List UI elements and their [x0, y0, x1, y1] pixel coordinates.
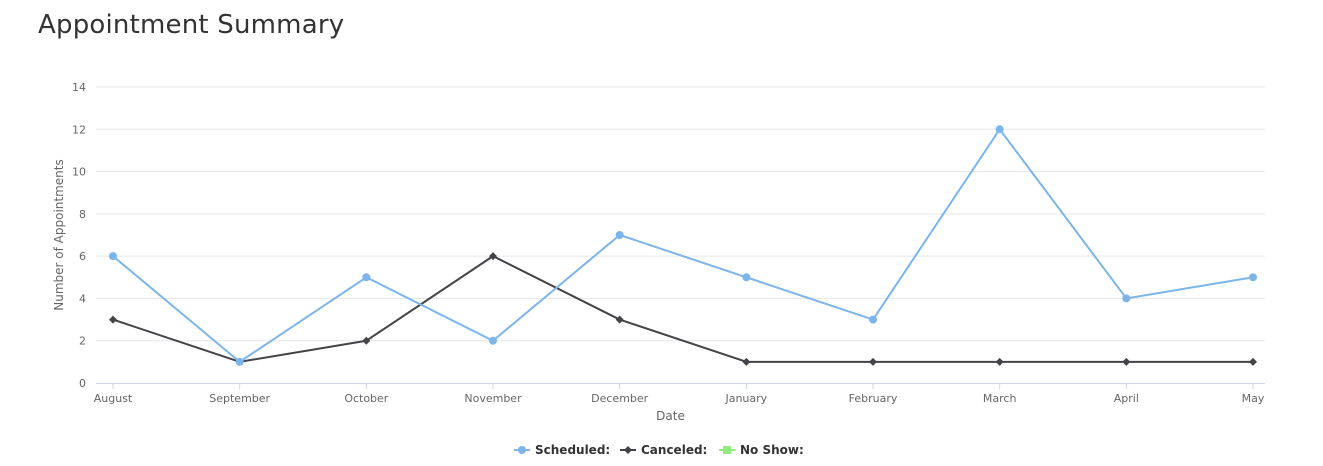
y-tick-label: 6	[79, 250, 86, 263]
x-tick-label: November	[464, 392, 522, 405]
data-point	[615, 231, 624, 239]
legend-marker	[624, 446, 632, 454]
series-group	[109, 125, 1257, 366]
x-axis: August September October November December Ja…	[94, 383, 1265, 405]
y-tick-label: 10	[72, 166, 86, 179]
data-point	[1249, 273, 1257, 282]
data-point	[615, 315, 624, 324]
legend-item: Canceled:	[620, 443, 707, 457]
data-point	[742, 357, 751, 366]
legend-item: Scheduled:	[514, 443, 610, 457]
data-point	[1122, 294, 1131, 303]
legend-label: Canceled:	[641, 443, 707, 457]
x-tick-label: August	[94, 392, 133, 405]
y-tick-label: 8	[79, 208, 86, 221]
data-point	[109, 252, 117, 261]
y-axis: 0 2 4 6 8 10 12 14	[72, 81, 86, 390]
y-tick-label: 14	[72, 81, 86, 94]
data-point	[362, 273, 371, 282]
legend-marker	[723, 446, 731, 454]
y-tick-label: 0	[79, 377, 86, 390]
series-canceled	[109, 252, 1257, 366]
legend-label: Scheduled:	[535, 443, 610, 457]
x-tick-label: March	[983, 392, 1017, 405]
data-point	[869, 315, 877, 324]
data-point	[235, 357, 244, 366]
y-tick-label: 4	[79, 292, 86, 305]
y-axis-title: Number of Appointments	[52, 159, 66, 310]
x-tick-label: April	[1114, 392, 1139, 405]
x-tick-label: January	[724, 392, 767, 405]
data-point	[995, 125, 1004, 134]
data-point	[1122, 357, 1131, 366]
grid-lines	[96, 86, 1265, 342]
x-tick-label: December	[591, 392, 649, 405]
x-tick-label: May	[1242, 392, 1265, 405]
data-point	[489, 252, 497, 261]
y-tick-label: 2	[79, 335, 86, 348]
x-tick-label: February	[849, 392, 898, 405]
data-point	[995, 357, 1004, 366]
data-point	[1249, 357, 1257, 366]
x-tick-label: October	[344, 392, 388, 405]
data-point	[489, 336, 497, 345]
x-tick-label: September	[209, 392, 270, 405]
data-point	[362, 336, 371, 345]
legend: Scheduled: Canceled: No Show:	[514, 443, 804, 457]
series-line	[112, 128, 1254, 363]
series-scheduled	[109, 125, 1257, 366]
series-line	[112, 255, 1254, 363]
data-point	[109, 315, 117, 324]
page-title: Appointment Summary	[38, 10, 345, 40]
x-axis-title: Date	[656, 409, 685, 423]
legend-item: No Show:	[719, 443, 804, 457]
y-tick-label: 12	[72, 123, 86, 136]
legend-marker	[518, 446, 526, 454]
legend-label: No Show:	[740, 443, 804, 457]
data-point	[742, 273, 751, 282]
data-point	[869, 357, 877, 366]
